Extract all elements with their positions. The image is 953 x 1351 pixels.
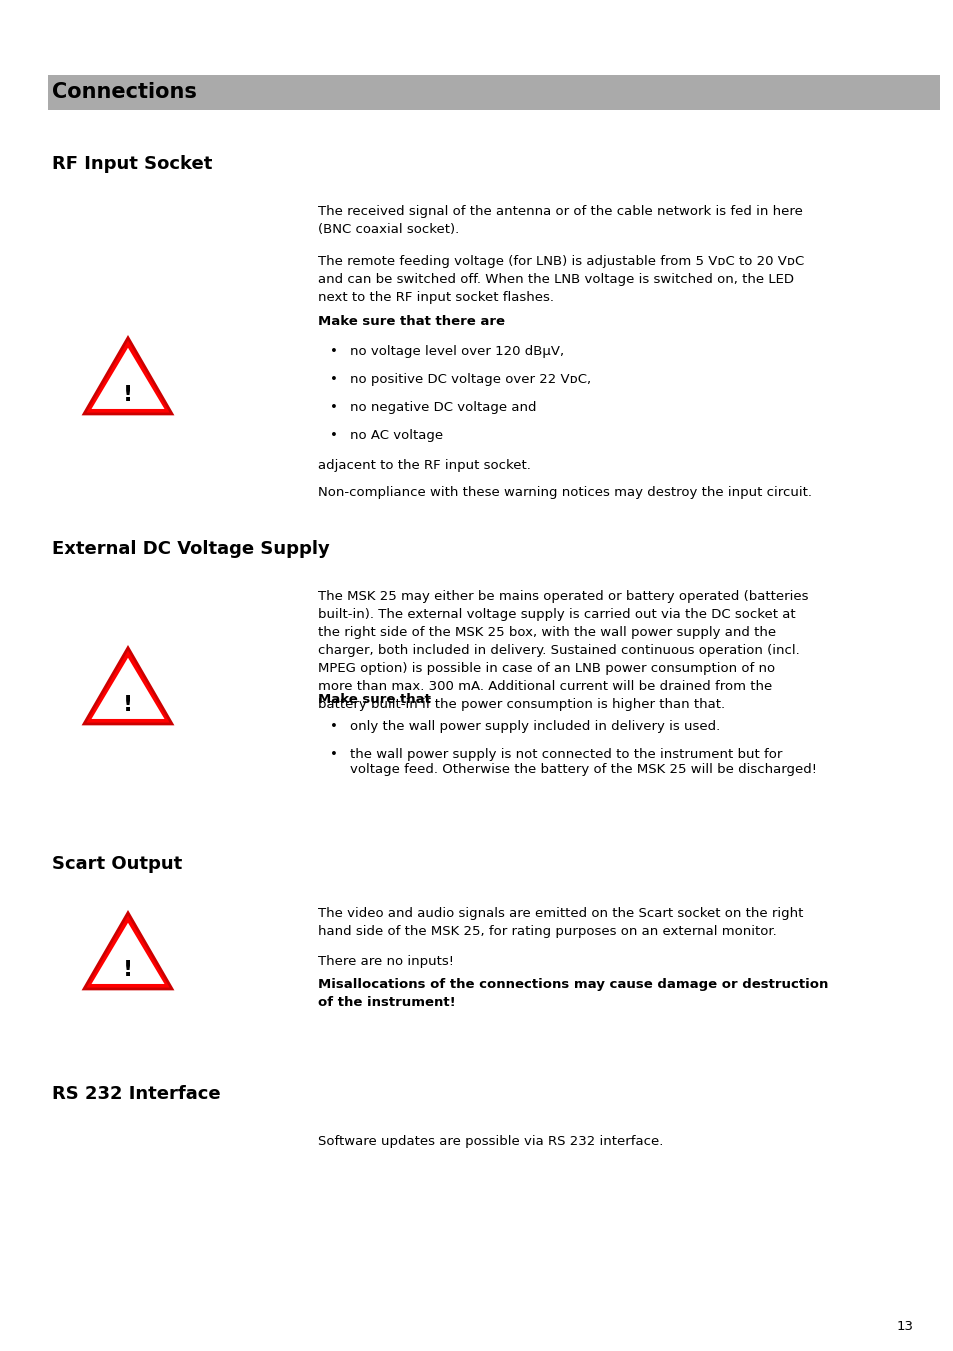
Text: voltage feed. Otherwise the battery of the MSK 25 will be discharged!: voltage feed. Otherwise the battery of t… (350, 762, 816, 775)
Polygon shape (84, 338, 172, 413)
Text: Scart Output: Scart Output (52, 855, 182, 873)
Text: The received signal of the antenna or of the cable network is fed in here
(BNC c: The received signal of the antenna or of… (317, 205, 802, 236)
Polygon shape (91, 347, 164, 409)
Text: •: • (330, 430, 337, 442)
Text: The remote feeding voltage (for LNB) is adjustable from 5 VᴅC to 20 VᴅC
and can : The remote feeding voltage (for LNB) is … (317, 255, 803, 304)
Text: Make sure that: Make sure that (317, 693, 431, 707)
Text: only the wall power supply included in delivery is used.: only the wall power supply included in d… (350, 720, 720, 734)
Text: !: ! (123, 385, 132, 405)
Text: The video and audio signals are emitted on the Scart socket on the right
hand si: The video and audio signals are emitted … (317, 907, 802, 938)
Text: •: • (330, 720, 337, 734)
Text: •: • (330, 748, 337, 761)
Text: Non-compliance with these warning notices may destroy the input circuit.: Non-compliance with these warning notice… (317, 486, 811, 499)
Text: •: • (330, 345, 337, 358)
Text: RS 232 Interface: RS 232 Interface (52, 1085, 220, 1102)
Polygon shape (84, 647, 172, 724)
Polygon shape (84, 913, 172, 989)
Text: !: ! (123, 961, 132, 979)
Text: RF Input Socket: RF Input Socket (52, 155, 213, 173)
Text: There are no inputs!: There are no inputs! (317, 955, 454, 969)
Text: Software updates are possible via RS 232 interface.: Software updates are possible via RS 232… (317, 1135, 662, 1148)
Text: no negative DC voltage and: no negative DC voltage and (350, 401, 536, 413)
Text: External DC Voltage Supply: External DC Voltage Supply (52, 540, 330, 558)
Text: Misallocations of the connections may cause damage or destruction
of the instrum: Misallocations of the connections may ca… (317, 978, 827, 1009)
Text: the wall power supply is not connected to the instrument but for: the wall power supply is not connected t… (350, 748, 781, 761)
Text: Make sure that there are: Make sure that there are (317, 315, 504, 328)
Text: Connections: Connections (52, 82, 196, 103)
Text: The MSK 25 may either be mains operated or battery operated (batteries
built-in): The MSK 25 may either be mains operated … (317, 590, 807, 711)
Bar (48, 76, 939, 109)
Text: no AC voltage: no AC voltage (350, 430, 442, 442)
Text: no positive DC voltage over 22 VᴅC,: no positive DC voltage over 22 VᴅC, (350, 373, 591, 386)
Polygon shape (91, 658, 164, 719)
Text: 13: 13 (896, 1320, 913, 1333)
Text: •: • (330, 373, 337, 386)
Text: •: • (330, 401, 337, 413)
Polygon shape (91, 923, 164, 984)
Text: !: ! (123, 694, 132, 715)
Text: adjacent to the RF input socket.: adjacent to the RF input socket. (317, 459, 530, 471)
Text: no voltage level over 120 dBμV,: no voltage level over 120 dBμV, (350, 345, 563, 358)
